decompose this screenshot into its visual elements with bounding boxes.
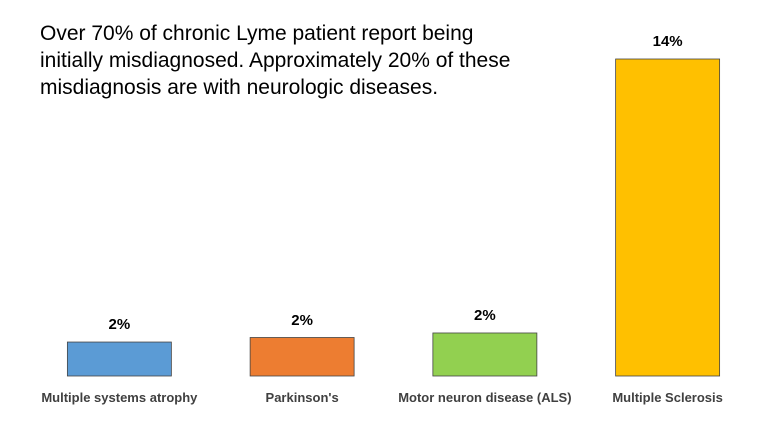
value-label: 2% (108, 316, 131, 334)
x-tick-label: Parkinson's (265, 390, 339, 405)
chart-title: Over 70% of chronic Lyme patient report … (40, 22, 474, 45)
value-label: 14% (652, 33, 683, 50)
bar (249, 337, 355, 377)
bar (432, 332, 538, 377)
x-tick-label: Multiple Sclerosis (612, 390, 723, 405)
chart-title: misdiagnosis are with neurologic disease… (40, 76, 439, 99)
x-tick-label: Motor neuron disease (ALS) (398, 390, 572, 405)
chart-title: initially misdiagnosed. Approximately 20… (40, 49, 511, 72)
value-label: 2% (291, 311, 313, 329)
x-tick-label: Multiple systems atrophy (41, 390, 198, 405)
bar (615, 58, 721, 377)
bar (66, 341, 172, 377)
value-label: 2% (474, 306, 496, 324)
